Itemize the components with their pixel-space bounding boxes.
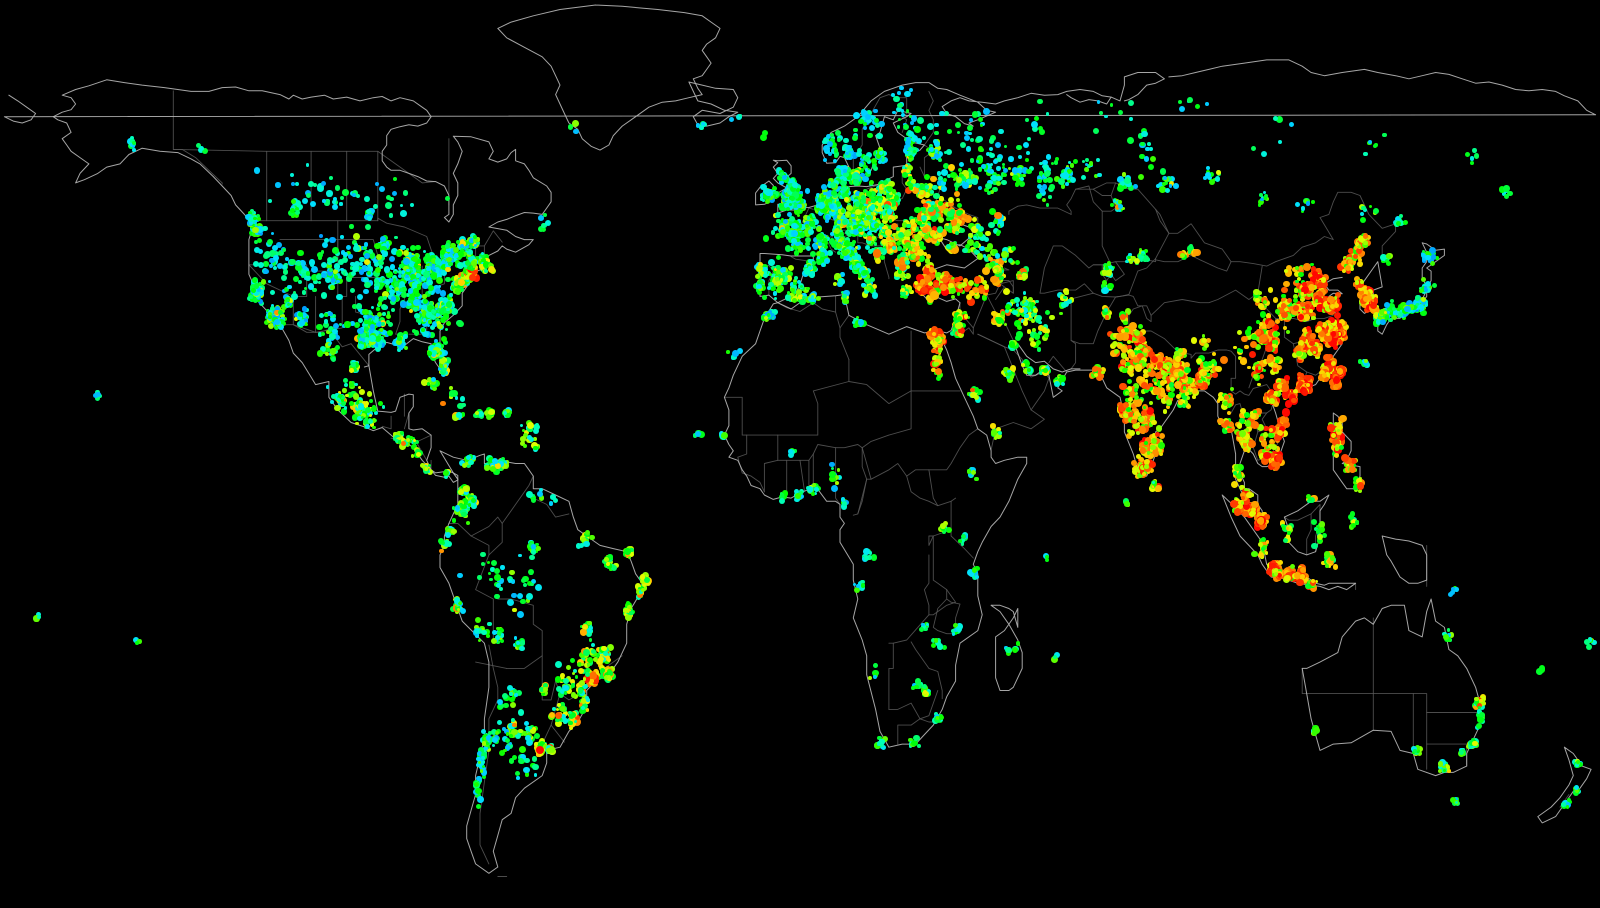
data-points-layer bbox=[0, 0, 1600, 908]
world-map-visualization[interactable] bbox=[0, 0, 1600, 908]
